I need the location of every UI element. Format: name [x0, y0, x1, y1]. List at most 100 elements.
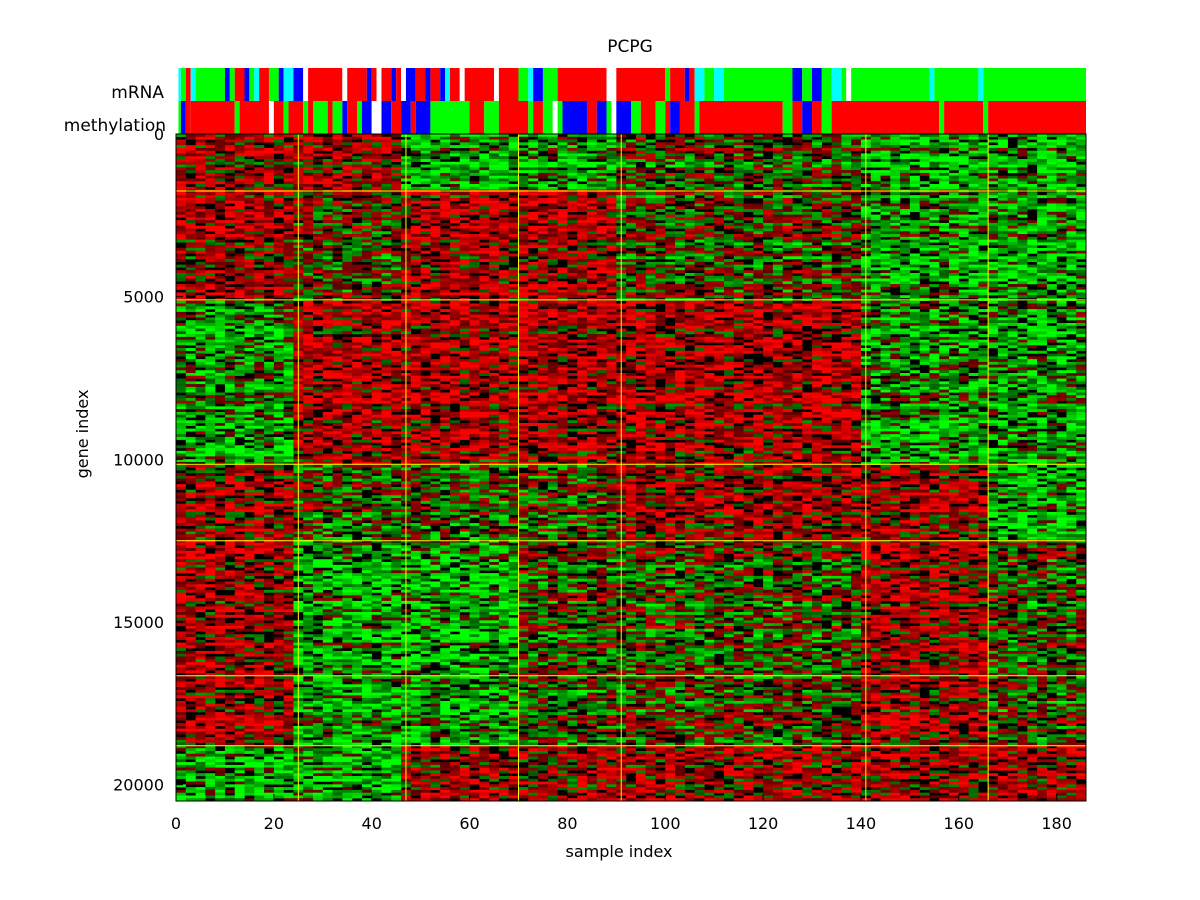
heatmap-cell [988, 250, 999, 254]
heatmap-cell [988, 239, 999, 243]
heatmap-cell [342, 264, 353, 268]
heatmap-cell [361, 217, 372, 221]
heatmap-cell [586, 247, 597, 251]
heatmap-cell [978, 153, 989, 157]
heatmap-cell [772, 295, 783, 299]
heatmap-cell [1037, 156, 1048, 160]
heatmap-cell [1056, 156, 1067, 160]
heatmap-cell [489, 259, 500, 263]
heatmap-cell [567, 164, 578, 168]
heatmap-cell [919, 136, 930, 140]
heatmap-cell [929, 247, 940, 251]
heatmap-cell [939, 236, 950, 240]
heatmap-cell [723, 186, 734, 190]
heatmap-cell [753, 172, 764, 176]
heatmap-cell [694, 275, 705, 279]
heatmap-cell [831, 211, 842, 215]
heatmap-cell [234, 197, 245, 201]
heatmap-cell [596, 195, 607, 199]
heatmap-cell [195, 286, 206, 290]
heatmap-cell [870, 272, 881, 276]
heatmap-cell [655, 275, 666, 279]
heatmap-cell [880, 247, 891, 251]
heatmap-cell [655, 206, 666, 210]
heatmap-cell [968, 284, 979, 288]
heatmap-cell [665, 234, 676, 238]
heatmap-cell [586, 284, 597, 288]
heatmap-cell [195, 172, 206, 176]
heatmap-cell [254, 275, 265, 279]
heatmap-cell [645, 275, 656, 279]
heatmap-cell [322, 270, 333, 274]
heatmap-cell [626, 225, 637, 229]
heatmap-cell [322, 292, 333, 296]
heatmap-cell [939, 181, 950, 185]
heatmap-cell [714, 142, 725, 146]
heatmap-cell [655, 236, 666, 240]
heatmap-cell [557, 217, 568, 221]
heatmap-cell [244, 209, 255, 213]
heatmap-cell [635, 242, 646, 246]
heatmap-cell [763, 159, 774, 162]
heatmap-cell [459, 278, 470, 282]
heatmap-cell [675, 197, 686, 201]
heatmap-cell [381, 281, 392, 285]
heatmap-cell [1046, 236, 1057, 240]
heatmap-cell [273, 200, 284, 204]
heatmap-cell [1076, 267, 1087, 271]
heatmap-cell [763, 175, 774, 179]
heatmap-cell [1017, 272, 1028, 276]
heatmap-cell [371, 153, 382, 157]
heatmap-cell [577, 261, 588, 265]
heatmap-cell [831, 159, 842, 162]
heatmap-cell [802, 206, 813, 210]
heatmap-cell [381, 145, 392, 149]
heatmap-cell [821, 170, 832, 174]
heatmap-cell [381, 236, 392, 240]
heatmap-cell [361, 192, 372, 196]
heatmap-cell [459, 164, 470, 168]
heatmap-cell [283, 300, 294, 304]
heatmap-cell [968, 147, 979, 151]
heatmap-cell [420, 195, 431, 199]
heatmap-cell [205, 211, 216, 215]
heatmap-cell [312, 172, 323, 176]
heatmap-cell [1037, 261, 1048, 265]
heatmap-cell [440, 206, 451, 210]
heatmap-cell [273, 222, 284, 226]
heatmap-cell [420, 170, 431, 174]
heatmap-cell [733, 209, 744, 213]
heatmap-cell [215, 303, 226, 307]
heatmap-cell [880, 203, 891, 207]
heatmap-cell [1046, 247, 1057, 251]
heatmap-cell [949, 178, 959, 182]
heatmap-cell [635, 206, 646, 210]
heatmap-cell [332, 134, 343, 137]
heatmap-cell [528, 170, 539, 174]
heatmap-cell [929, 250, 940, 254]
heatmap-cell [968, 261, 979, 265]
heatmap-cell [567, 203, 578, 207]
heatmap-cell [909, 167, 920, 171]
heatmap-cell [224, 211, 235, 215]
heatmap-cell [234, 203, 245, 207]
heatmap-cell [577, 150, 588, 154]
heatmap-cell [909, 261, 920, 265]
heatmap-cell [812, 134, 823, 137]
heatmap-cell [1076, 292, 1087, 296]
heatmap-cell [352, 145, 363, 149]
heatmap-cell [352, 231, 363, 235]
heatmap-cell [391, 284, 402, 288]
heatmap-cell [205, 214, 216, 218]
heatmap-cell [1076, 300, 1087, 304]
heatmap-cell [586, 136, 597, 140]
heatmap-cell [988, 272, 999, 276]
heatmap-cell [606, 300, 617, 304]
heatmap-cell [821, 300, 832, 304]
heatmap-cell [254, 286, 265, 290]
heatmap-cell [352, 214, 363, 218]
heatmap-cell [557, 184, 568, 188]
heatmap-cell [518, 203, 529, 207]
heatmap-cell [704, 136, 715, 140]
heatmap-cell [479, 220, 490, 224]
